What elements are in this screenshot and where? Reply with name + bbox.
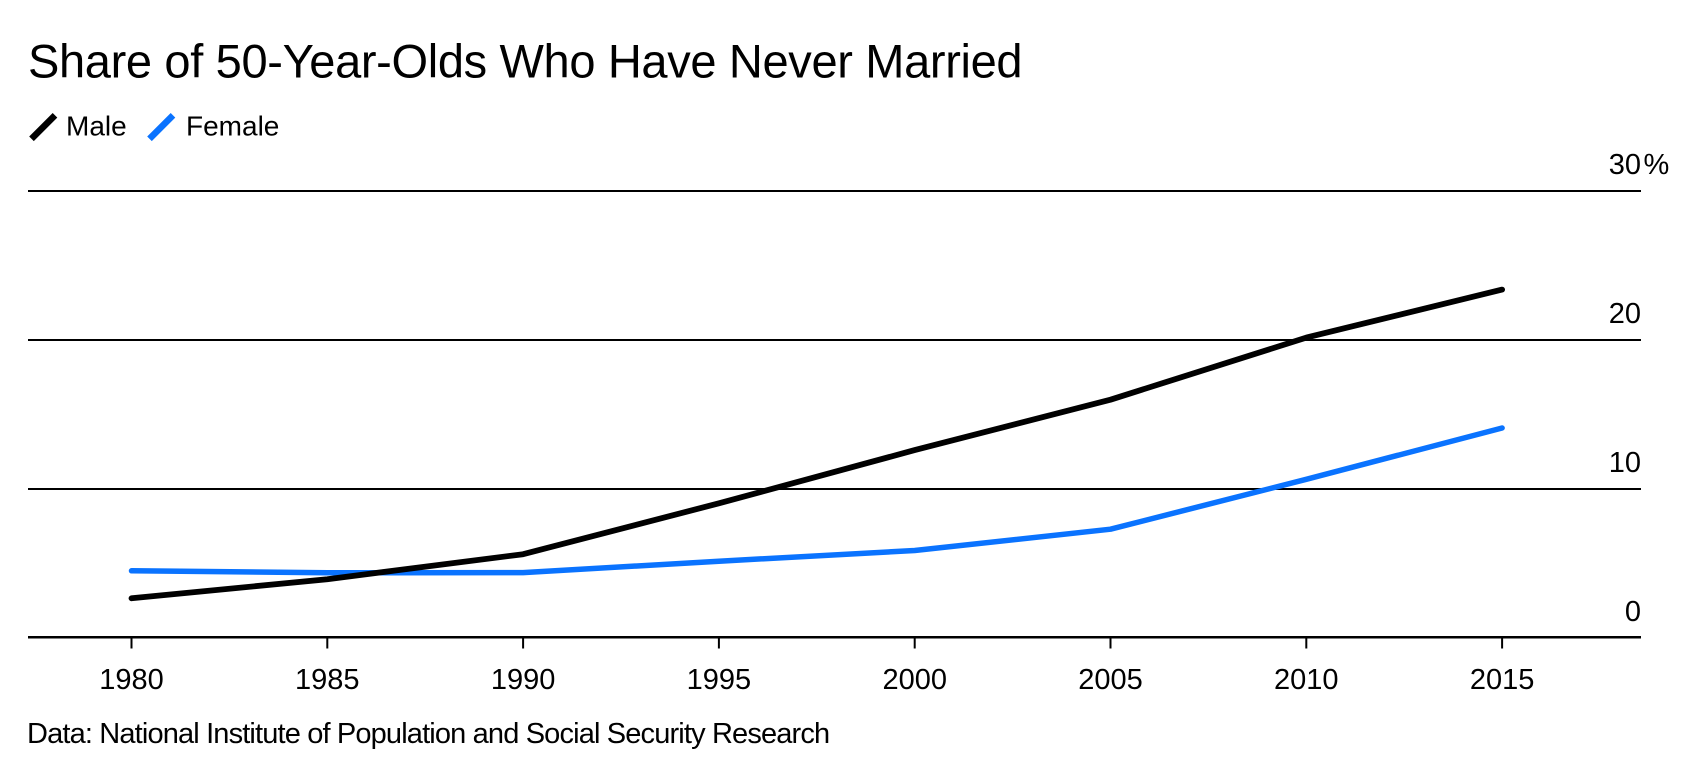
- svg-text:1985: 1985: [295, 664, 360, 696]
- svg-text:Data: National Institute of Po: Data: National Institute of Population a…: [27, 718, 829, 750]
- svg-text:Male: Male: [66, 111, 127, 142]
- svg-text:1995: 1995: [687, 664, 752, 696]
- svg-text:Share of 50-Year-Olds Who Have: Share of 50-Year-Olds Who Have Never Mar…: [28, 35, 1022, 88]
- svg-text:%: %: [1644, 149, 1670, 181]
- svg-text:2000: 2000: [882, 664, 947, 696]
- svg-text:2015: 2015: [1470, 664, 1535, 696]
- svg-text:30: 30: [1609, 149, 1641, 181]
- svg-text:20: 20: [1609, 298, 1641, 330]
- svg-text:2005: 2005: [1078, 664, 1143, 696]
- svg-text:1990: 1990: [491, 664, 556, 696]
- svg-text:10: 10: [1609, 447, 1641, 479]
- svg-text:2010: 2010: [1274, 664, 1339, 696]
- svg-text:0: 0: [1625, 596, 1641, 628]
- svg-text:1980: 1980: [99, 664, 164, 696]
- svg-text:Female: Female: [186, 111, 279, 142]
